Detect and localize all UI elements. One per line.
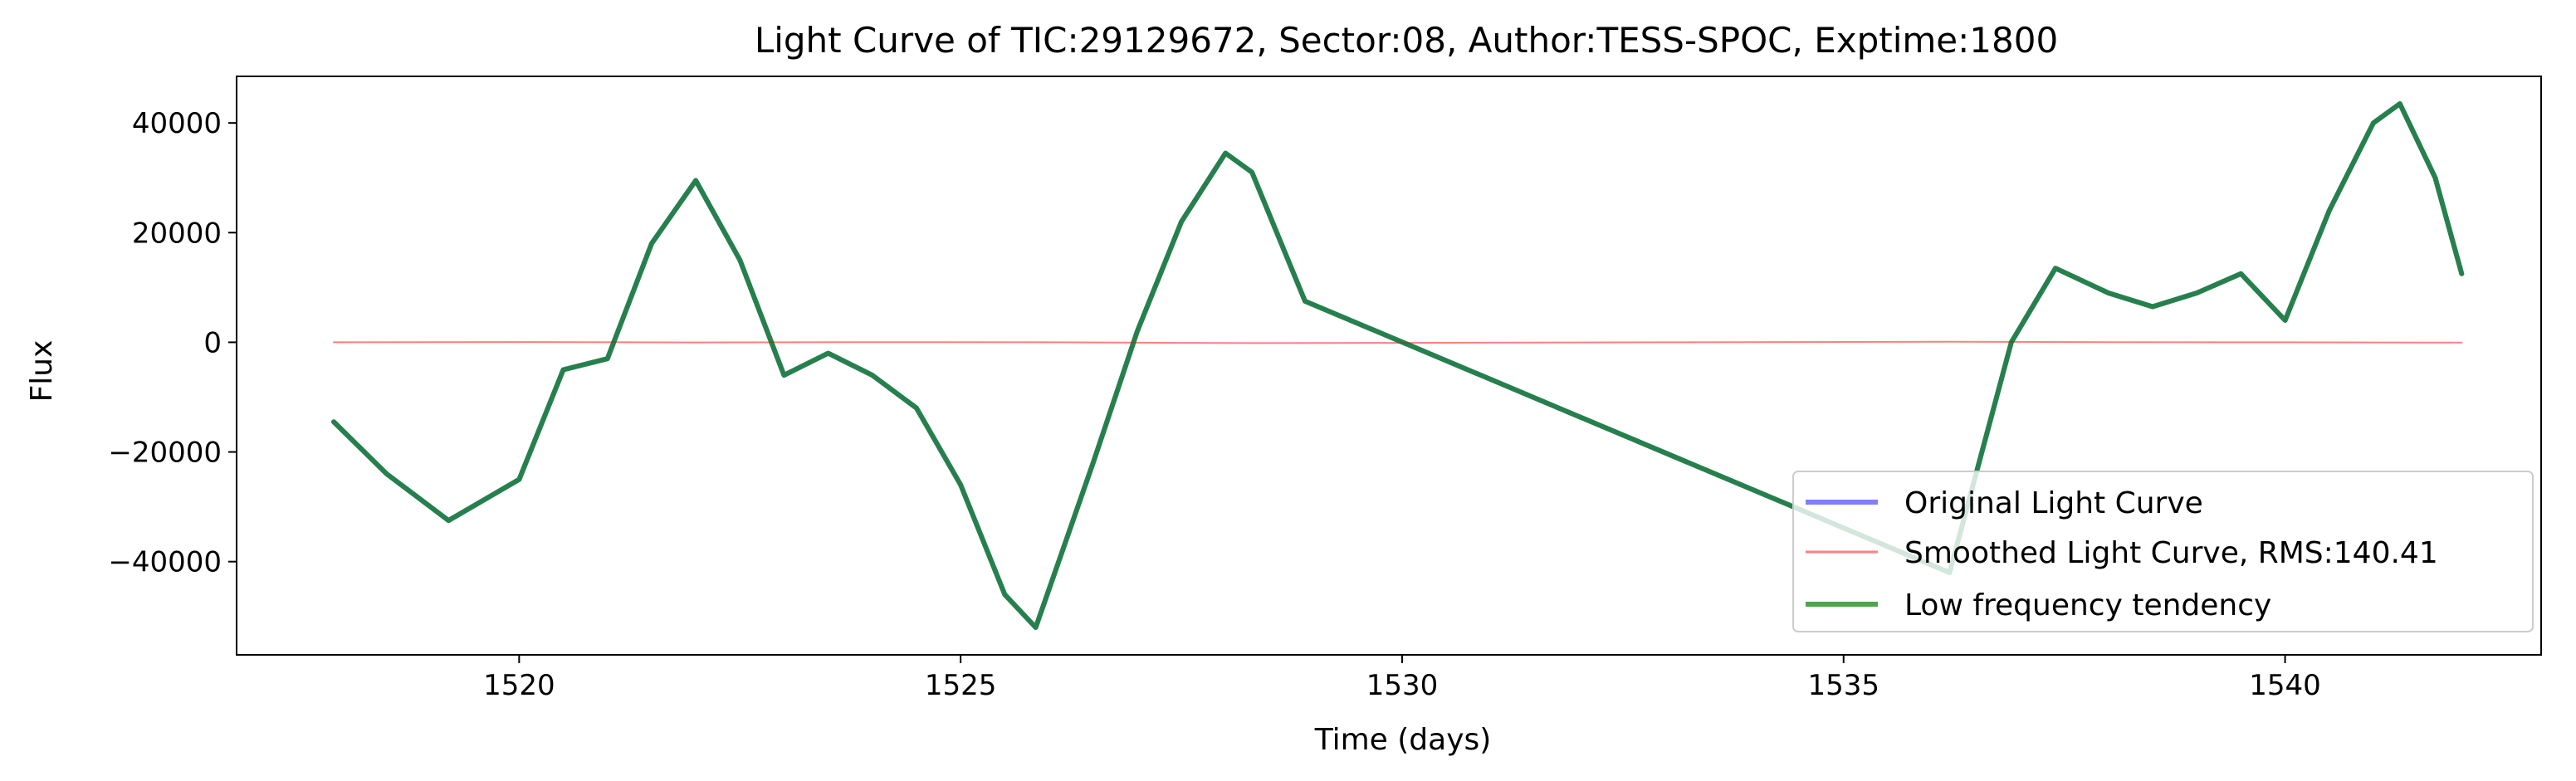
x-tick-label: 1520 [483, 669, 555, 702]
legend-frame [1792, 471, 2534, 632]
y-axis-label: Flux [25, 340, 59, 403]
x-axis-ticks: 1520 1525 1530 1535 1540 [483, 655, 2321, 702]
chart-title: Light Curve of TIC:29129672, Sector:08, … [755, 20, 2058, 61]
plot-area: 1520 1525 1530 1535 1540 −40000 −20000 0 20000 4… [108, 76, 2542, 702]
x-tick-label: 1540 [2249, 669, 2321, 702]
series-line-low-frequency [331, 101, 2465, 630]
legend-label-original: Original Light Curve [1904, 486, 2203, 520]
y-tick-label: 40000 [132, 107, 222, 140]
plot-frame [236, 76, 2542, 656]
legend-label-low-frequency: Low frequency tendency [1904, 588, 2271, 622]
y-tick-label: −40000 [108, 546, 222, 579]
series-layer [331, 101, 2465, 630]
y-tick-label: −20000 [108, 437, 222, 470]
y-axis-ticks: −40000 −20000 0 20000 40000 [108, 107, 237, 579]
y-tick-label: 0 [203, 326, 222, 359]
x-tick-label: 1530 [1366, 669, 1439, 702]
x-tick-label: 1525 [925, 669, 997, 702]
legend-label-smoothed: Smoothed Light Curve, RMS:140.41 [1904, 536, 2438, 570]
legend: Original Light Curve Smoothed Light Curv… [1792, 471, 2534, 632]
y-tick-label: 20000 [132, 217, 222, 250]
series-line-smoothed [333, 340, 2463, 344]
x-tick-label: 1535 [1807, 669, 1879, 702]
x-axis-label: Time (days) [1314, 723, 1492, 757]
